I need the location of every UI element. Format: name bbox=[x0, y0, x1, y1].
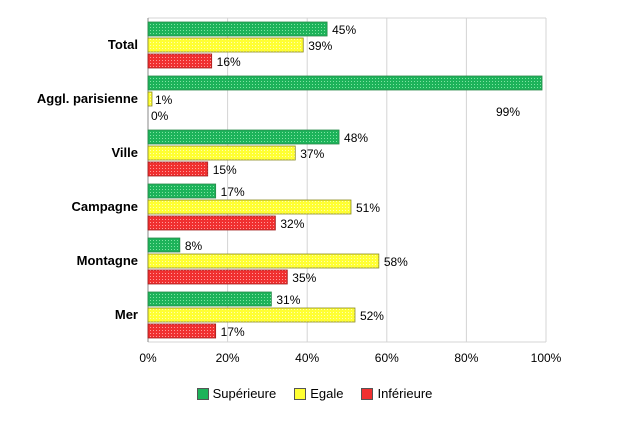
data-labels: 45%39% 16% 99% 1% 0% 48% 37% 15% 17% 51% 32% 8% 58% 3… bbox=[151, 23, 520, 339]
data-label-inferieure-mer: 17% bbox=[221, 325, 245, 339]
legend: Supérieure Egale Inférieure bbox=[0, 386, 629, 401]
bar-inferieure-montagne bbox=[147, 269, 288, 285]
legend-swatch-superieure bbox=[196, 387, 209, 400]
data-label-inferieure-campagne: 32% bbox=[280, 217, 304, 231]
x-tick-label: 20% bbox=[216, 351, 240, 365]
data-label-inferieure-aggl-parisienne: 0% bbox=[151, 109, 169, 123]
grid-lines bbox=[147, 17, 547, 343]
x-tick-label: 0% bbox=[139, 351, 157, 365]
x-tick-label: 80% bbox=[454, 351, 478, 365]
category-label-ville: Ville bbox=[111, 145, 138, 160]
data-label-superieure-total: 45% bbox=[332, 23, 356, 37]
x-tick-label: 60% bbox=[375, 351, 399, 365]
data-label-egale-aggl-parisienne: 1% bbox=[155, 93, 173, 107]
legend-swatch-egale bbox=[294, 387, 307, 400]
legend-item-inferieure: Inférieure bbox=[361, 386, 432, 401]
bar-egale-campagne bbox=[147, 199, 352, 215]
data-label-superieure-mer: 31% bbox=[276, 293, 300, 307]
bar-superieure-aggl-parisienne bbox=[147, 75, 543, 91]
bar-egale-montagne bbox=[147, 253, 380, 269]
category-label-aggl-parisienne: Aggl. parisienne bbox=[37, 91, 138, 106]
data-label-egale-total: 39% bbox=[308, 39, 332, 53]
x-axis-ticks: 0% 20% 40% 60% 80% 100% bbox=[139, 351, 561, 365]
bar-inferieure-total bbox=[147, 53, 213, 69]
bar-inferieure-ville bbox=[147, 161, 209, 177]
bar-inferieure-mer bbox=[147, 323, 217, 339]
bar-egale-mer bbox=[147, 307, 356, 323]
data-label-superieure-ville: 48% bbox=[344, 131, 368, 145]
data-label-egale-montagne: 58% bbox=[384, 255, 408, 269]
bar-superieure-montagne bbox=[147, 237, 181, 253]
data-label-egale-mer: 52% bbox=[360, 309, 384, 323]
legend-item-egale: Egale bbox=[294, 386, 343, 401]
bar-egale-total bbox=[147, 37, 304, 53]
data-label-inferieure-montagne: 35% bbox=[292, 271, 316, 285]
legend-swatch-inferieure bbox=[361, 387, 374, 400]
legend-label-egale: Egale bbox=[310, 386, 344, 401]
category-label-campagne: Campagne bbox=[72, 199, 138, 214]
legend-label-superieure: Supérieure bbox=[212, 386, 277, 401]
bars bbox=[147, 21, 543, 339]
bar-superieure-mer bbox=[147, 291, 272, 307]
data-label-egale-campagne: 51% bbox=[356, 201, 380, 215]
bar-chart: 45%39% 16% 99% 1% 0% 48% 37% 15% 17% 51% 32% 8% 58% 3… bbox=[37, 17, 562, 365]
category-label-total: Total bbox=[108, 37, 138, 52]
bar-superieure-total bbox=[147, 21, 328, 37]
data-label-inferieure-total: 16% bbox=[217, 55, 241, 69]
bar-superieure-campagne bbox=[147, 183, 217, 199]
data-label-superieure-montagne: 8% bbox=[185, 239, 203, 253]
data-label-inferieure-ville: 15% bbox=[213, 163, 237, 177]
category-label-mer: Mer bbox=[115, 307, 138, 322]
x-tick-label: 100% bbox=[531, 351, 562, 365]
x-tick-label: 40% bbox=[295, 351, 319, 365]
category-labels: Total Aggl. parisienne Ville Campagne Montag… bbox=[37, 37, 138, 322]
data-label-superieure-campagne: 17% bbox=[221, 185, 245, 199]
bar-egale-ville bbox=[147, 145, 296, 161]
legend-label-inferieure: Inférieure bbox=[377, 386, 433, 401]
category-label-montagne: Montagne bbox=[77, 253, 138, 268]
data-label-superieure-aggl-parisienne: 99% bbox=[496, 105, 520, 119]
legend-item-superieure: Supérieure bbox=[196, 386, 277, 401]
bar-superieure-ville bbox=[147, 129, 340, 145]
data-label-egale-ville: 37% bbox=[300, 147, 324, 161]
bar-egale-aggl-parisienne bbox=[147, 91, 153, 107]
bar-inferieure-campagne bbox=[147, 215, 276, 231]
